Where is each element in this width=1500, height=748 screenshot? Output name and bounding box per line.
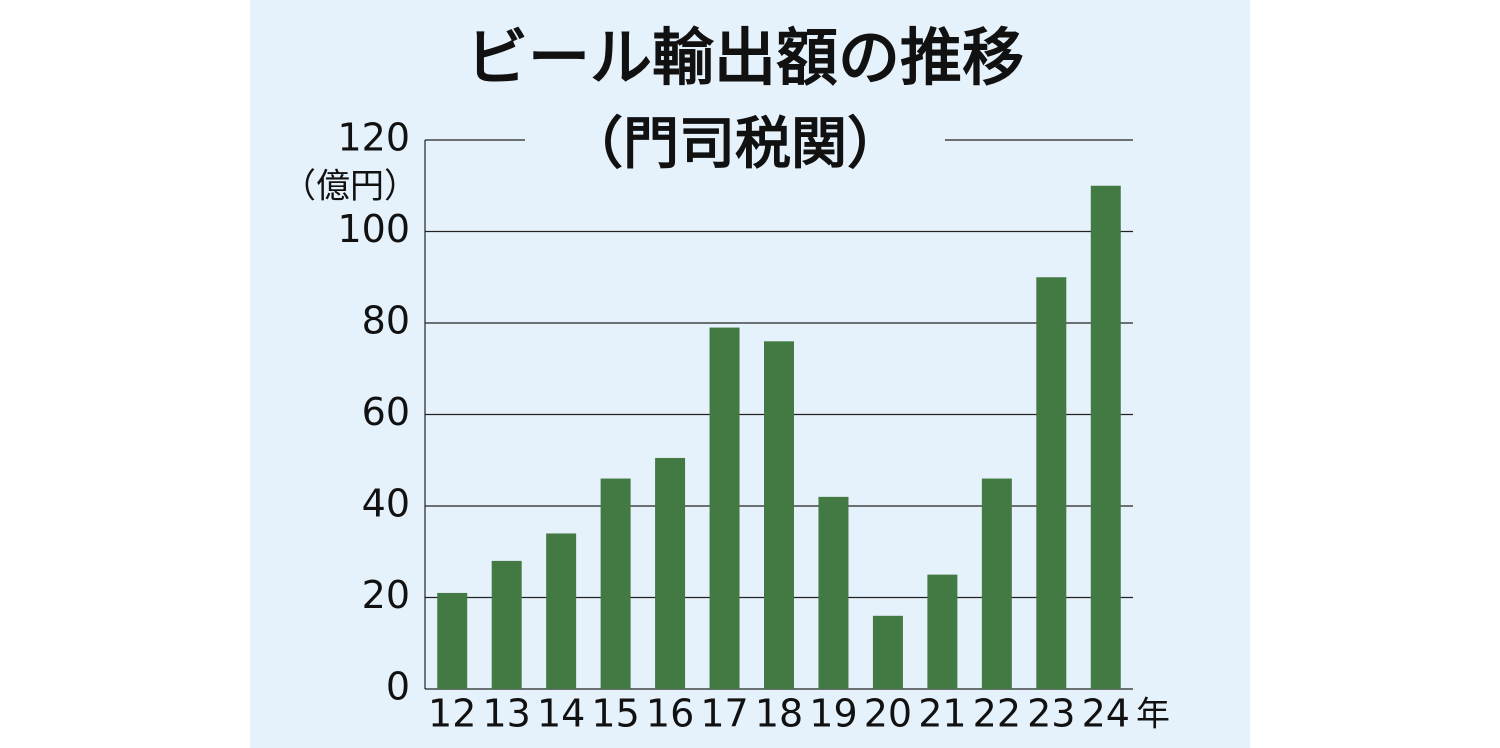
x-tick-label: 22: [973, 692, 1021, 736]
y-tick-label: 100: [337, 207, 410, 251]
bar: [491, 560, 522, 689]
y-tick-label: 20: [362, 573, 410, 617]
bar: [818, 496, 849, 689]
y-tick-label: 80: [362, 299, 410, 343]
x-tick-label: 15: [591, 692, 639, 736]
bar: [546, 533, 577, 689]
subtitle-background: [525, 118, 945, 178]
x-tick-label: 14: [537, 692, 585, 736]
x-tick-label: 18: [755, 692, 803, 736]
bar: [1036, 277, 1067, 689]
y-tick-label: 0: [386, 665, 410, 709]
x-tick-label: 23: [1027, 692, 1075, 736]
bar: [764, 341, 794, 689]
chart-subtitle: （門司税関）: [567, 112, 903, 177]
x-axis-label: 年: [1136, 695, 1170, 735]
y-axis-label: （億円）: [282, 167, 418, 207]
x-tick-label: 21: [918, 692, 966, 736]
y-tick-label: 40: [362, 482, 410, 526]
x-tick-label: 12: [428, 692, 476, 736]
bar: [981, 478, 1012, 689]
x-tick-label: 16: [646, 692, 694, 736]
bar: [927, 574, 958, 689]
bar: [437, 592, 468, 689]
bar: [655, 457, 686, 689]
bar: [1090, 185, 1121, 689]
x-tick-label: 13: [483, 692, 531, 736]
y-tick-label: 120: [337, 116, 410, 160]
bar: [872, 615, 903, 689]
bar: [709, 327, 740, 689]
y-tick-label: 60: [362, 390, 410, 434]
x-tick-label: 17: [700, 692, 748, 736]
bar: [600, 478, 631, 689]
chart-title: ビール輸出額の推移: [466, 21, 1024, 94]
x-tick-label: 24: [1082, 692, 1130, 736]
x-tick-label: 19: [809, 692, 857, 736]
x-tick-label: 20: [864, 692, 912, 736]
